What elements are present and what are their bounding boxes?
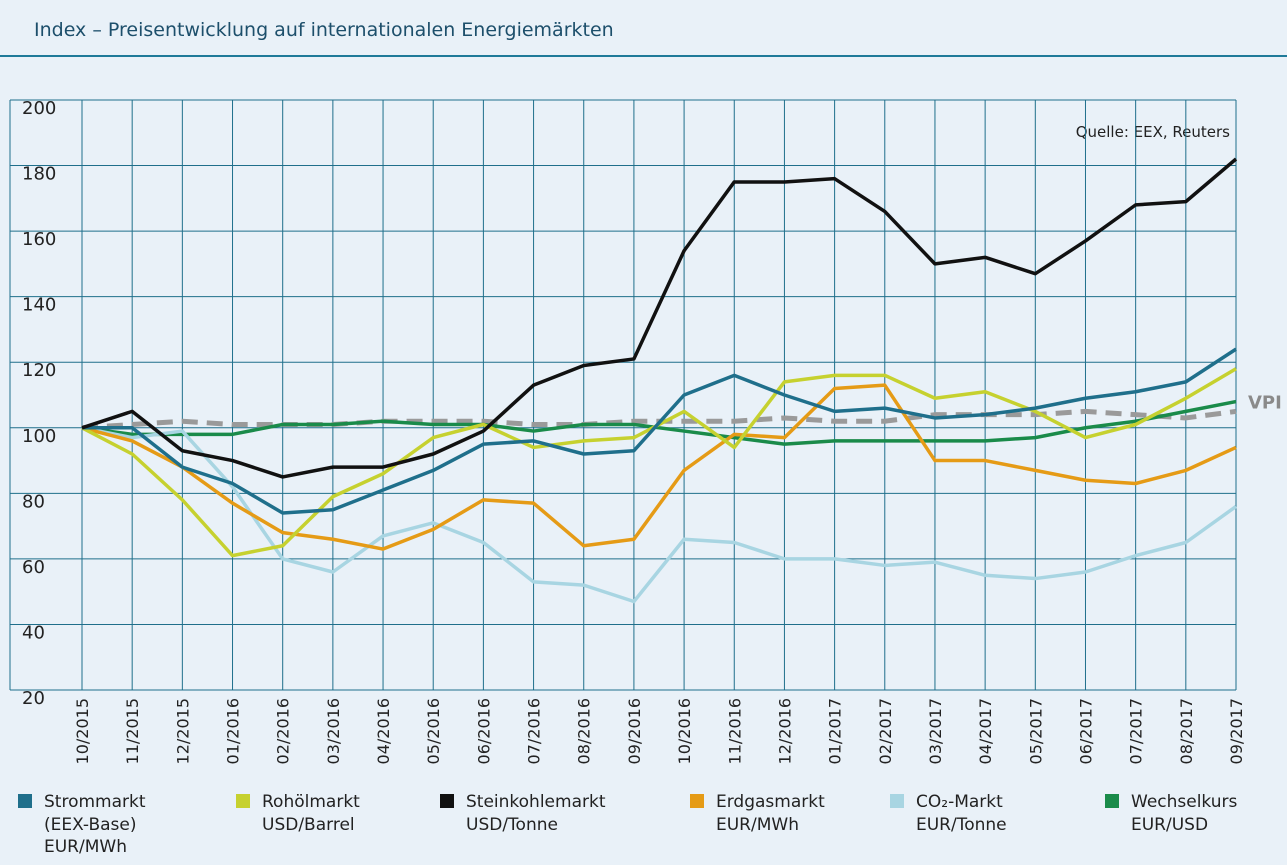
y-tick-label: 200 (22, 98, 56, 119)
legend-label: Wechselkurs (1131, 792, 1238, 812)
y-tick-label: 80 (22, 491, 45, 512)
chart-title: Index – Preisentwicklung auf internation… (34, 19, 614, 41)
x-tick-label: 03/2016 (324, 698, 343, 764)
legend-item: Steinkohlemarkt USD/Tonne (440, 792, 606, 835)
legend-unit: EUR/MWh (44, 837, 127, 857)
legend-label: CO₂-Markt (916, 792, 1003, 812)
legend-swatch (690, 794, 704, 808)
legend-unit: EUR/Tonne (916, 815, 1007, 835)
x-tick-label: 08/2016 (575, 698, 594, 764)
y-tick-label: 40 (22, 622, 45, 643)
legend-swatch (236, 794, 250, 808)
legend-item: Rohölmarkt USD/Barrel (236, 792, 360, 835)
y-tick-label: 180 (22, 164, 56, 185)
legend-label: Strommarkt (44, 792, 146, 812)
y-tick-label: 140 (22, 295, 56, 316)
x-tick-label: 11/2015 (123, 698, 142, 764)
legend-unit: EUR/MWh (716, 815, 799, 835)
legend-label: Steinkohlemarkt (466, 792, 606, 812)
x-tick-label: 10/2015 (73, 698, 92, 764)
legend-unit: USD/Tonne (466, 815, 558, 835)
x-tick-label: 02/2016 (274, 698, 293, 764)
legend-unit: (EEX-Base) (44, 815, 136, 835)
x-tick-label: 02/2017 (876, 698, 895, 764)
x-tick-label: 08/2017 (1177, 698, 1196, 764)
series-line (81, 157, 1238, 479)
legend-unit: EUR/USD (1131, 815, 1208, 835)
x-tick-label: 01/2016 (224, 698, 243, 764)
source: Quelle: EEX, Reuters (1076, 123, 1230, 141)
legend-item: Strommarkt (EEX-Base)EUR/MWh (18, 792, 146, 857)
y-tick-label: 100 (22, 426, 56, 447)
series-line (81, 399, 1237, 446)
x-tick-label: 09/2016 (625, 698, 644, 764)
legend-label: Erdgasmarkt (716, 792, 825, 812)
y-tick-label: 60 (22, 557, 45, 578)
legend-unit: USD/Barrel (262, 815, 355, 835)
legend-item: Erdgasmarkt EUR/MWh (690, 792, 825, 835)
legend-swatch (1105, 794, 1119, 808)
x-tick-label: 06/2016 (474, 698, 493, 764)
x-tick-label: 12/2016 (775, 698, 794, 764)
x-tick-label: 07/2017 (1127, 698, 1146, 764)
legend-item: Wechselkurs EUR/USD (1105, 792, 1238, 835)
x-tick-label: 07/2016 (525, 698, 544, 764)
x-tick-label: 05/2016 (424, 698, 443, 764)
x-tick-label: 06/2017 (1076, 698, 1095, 764)
legend-item: CO₂-Markt EUR/Tonne (890, 792, 1007, 835)
x-tick-label: 01/2017 (826, 698, 845, 764)
x-tick-label: 09/2017 (1227, 698, 1246, 764)
y-tick-label: 160 (22, 229, 56, 250)
x-tick-label: 11/2016 (725, 698, 744, 764)
legend-swatch (890, 794, 904, 808)
legend-swatch (18, 794, 32, 808)
x-tick-label: 05/2017 (1026, 698, 1045, 764)
x-tick-label: 03/2017 (926, 698, 945, 764)
legend-label: Rohölmarkt (262, 792, 360, 812)
y-tick-label: 120 (22, 360, 56, 381)
y-tick-label: 20 (22, 688, 45, 709)
x-tick-label: 12/2015 (173, 698, 192, 764)
series-line (81, 367, 1237, 558)
series-line (82, 347, 1237, 515)
legend-swatch (440, 794, 454, 808)
x-tick-label: 04/2016 (374, 698, 393, 764)
series-label: VPI (1248, 392, 1282, 413)
x-tick-label: 10/2016 (675, 698, 694, 764)
x-tick-label: 04/2017 (976, 698, 995, 764)
series-line (81, 383, 1237, 551)
